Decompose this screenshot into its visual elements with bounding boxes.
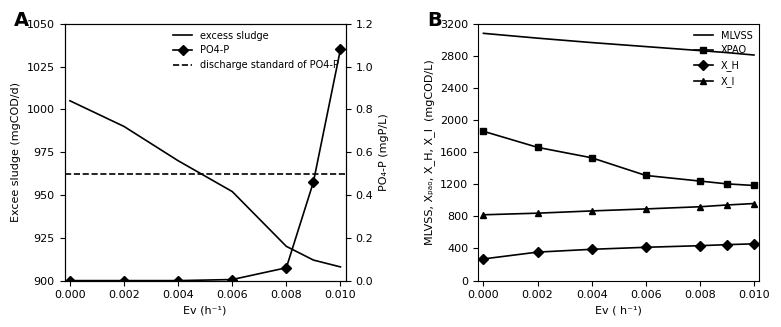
X_H (722, 243, 732, 247)
Line: X_I: X_I (480, 200, 758, 218)
X-axis label: Ev (h⁻¹): Ev (h⁻¹) (184, 306, 226, 316)
PO4-P (308, 180, 318, 184)
excess sludge (227, 190, 237, 194)
X_H (695, 244, 704, 248)
Y-axis label: PO₄-P (mgP/L): PO₄-P (mgP/L) (379, 113, 389, 191)
PO4-P (227, 278, 237, 282)
excess sludge (119, 125, 129, 129)
Y-axis label: MLVSS, Xₚₐₒ, X_H, X_I  (mgCOD/L): MLVSS, Xₚₐₒ, X_H, X_I (mgCOD/L) (423, 59, 434, 245)
Text: A: A (14, 11, 29, 30)
XPAO (479, 129, 488, 133)
MLVSS (479, 31, 488, 35)
X_H (587, 247, 597, 251)
Line: X_H: X_H (480, 240, 758, 262)
X_I (722, 203, 732, 207)
excess sludge (336, 265, 345, 269)
Legend: excess sludge, PO4-P, discharge standard of PO4-P: excess sludge, PO4-P, discharge standard… (169, 26, 343, 74)
Line: MLVSS: MLVSS (483, 33, 754, 55)
excess sludge (66, 99, 75, 103)
X_I (479, 213, 488, 217)
Line: excess sludge: excess sludge (70, 101, 341, 267)
XPAO (695, 179, 704, 183)
PO4-P (282, 266, 291, 270)
X_I (749, 201, 758, 205)
X_H (479, 257, 488, 261)
Y-axis label: Excee sludge (mgCOD/d): Excee sludge (mgCOD/d) (11, 82, 21, 222)
X_H (749, 242, 758, 246)
PO4-P (66, 279, 75, 283)
XPAO (641, 174, 651, 178)
XPAO (722, 182, 732, 186)
MLVSS (749, 53, 758, 57)
X_I (533, 211, 542, 215)
Legend: MLVSS, XPAO, X_H, X_I: MLVSS, XPAO, X_H, X_I (690, 26, 757, 91)
X_I (587, 209, 597, 213)
PO4-P (173, 279, 183, 283)
MLVSS (533, 36, 542, 40)
Line: PO4-P: PO4-P (66, 46, 344, 284)
X-axis label: Ev ( h⁻¹): Ev ( h⁻¹) (595, 306, 642, 316)
X_H (641, 245, 651, 249)
XPAO (533, 146, 542, 149)
MLVSS (722, 51, 732, 55)
excess sludge (308, 258, 318, 262)
Text: B: B (427, 11, 442, 30)
XPAO (749, 183, 758, 187)
X_H (533, 250, 542, 254)
excess sludge (173, 159, 183, 163)
excess sludge (282, 244, 291, 248)
MLVSS (587, 41, 597, 44)
MLVSS (695, 49, 704, 53)
Line: XPAO: XPAO (480, 128, 758, 189)
PO4-P (119, 279, 129, 283)
XPAO (587, 156, 597, 160)
PO4-P (336, 47, 345, 51)
X_I (695, 205, 704, 209)
X_I (641, 207, 651, 211)
MLVSS (641, 44, 651, 48)
